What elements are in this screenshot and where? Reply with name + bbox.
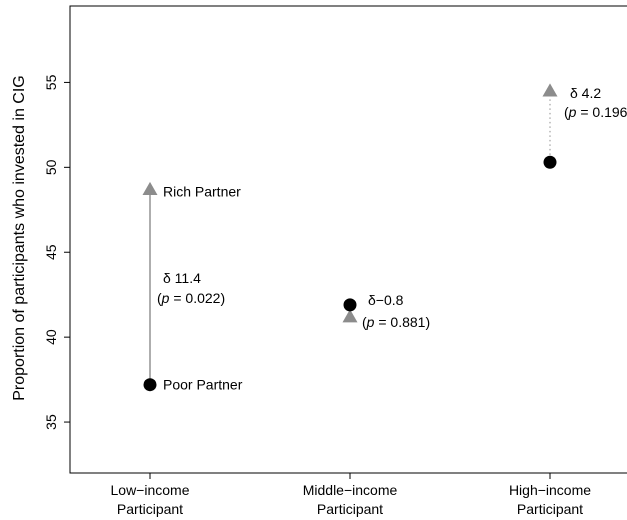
delta-annotation: δ 11.4 — [163, 270, 201, 286]
poor-partner-label: Poor Partner — [163, 377, 243, 393]
p-value-annotation: (p = 0.022) — [157, 290, 225, 306]
rich-partner-label: Rich Partner — [163, 183, 241, 199]
poor-partner-point — [543, 155, 557, 169]
y-axis: 35 40 45 50 55 — [43, 74, 70, 430]
x-tick-label-line2: Participant — [517, 501, 583, 517]
x-tick-label-line1: Middle−income — [303, 482, 398, 498]
annotations: Rich Partner Poor Partner δ 11.4 (p = 0.022… — [157, 85, 627, 393]
rich-partner-point — [342, 309, 358, 323]
connectors — [149, 94, 551, 379]
points — [142, 83, 558, 392]
y-tick-label: 40 — [43, 329, 59, 345]
x-axis: Low−income Participant Middle−income Partic… — [111, 473, 591, 517]
y-axis-label: Proportion of participants who invested … — [11, 75, 28, 401]
x-tick-label-line1: Low−income — [111, 482, 190, 498]
x-tick-label-line1: High−income — [509, 482, 591, 498]
poor-partner-point — [343, 298, 357, 312]
plot-frame — [69, 5, 627, 474]
delta-annotation: δ 4.2 — [570, 85, 601, 101]
p-value-annotation: (p = 0.881) — [362, 314, 430, 330]
x-tick-label-line2: Participant — [317, 501, 383, 517]
y-tick-label: 45 — [43, 244, 59, 260]
x-tick-label-line2: Participant — [117, 501, 183, 517]
y-tick-label: 55 — [43, 74, 59, 90]
rich-partner-point — [542, 83, 558, 97]
rich-partner-point — [142, 181, 158, 196]
delta-annotation: δ−0.8 — [368, 292, 404, 308]
poor-partner-point — [143, 378, 157, 392]
y-tick-label: 35 — [43, 414, 59, 430]
y-tick-label: 50 — [43, 159, 59, 175]
p-value-annotation: (p = 0.196) — [564, 104, 627, 120]
